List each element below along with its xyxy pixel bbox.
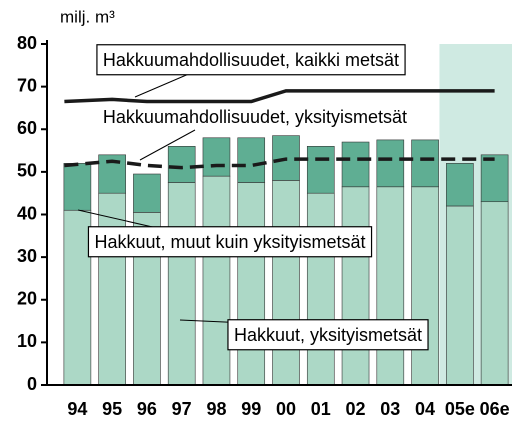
annotation: Hakkuumahdollisuudet, kaikki metsät (103, 50, 399, 70)
x-tick-label: 99 (241, 399, 261, 419)
x-tick-label: 02 (346, 399, 366, 419)
leader-line (139, 129, 196, 161)
bar (167, 182, 196, 386)
bar (480, 154, 509, 203)
bar (341, 186, 370, 386)
annotation-box (96, 44, 406, 76)
x-tick-label: 97 (172, 399, 192, 419)
bar (480, 201, 509, 386)
y-tick-label: 60 (17, 118, 37, 138)
x-tick-label: 03 (380, 399, 400, 419)
annotation: Hakkuut, yksityismetsät (234, 325, 422, 345)
annotation-box (96, 106, 414, 127)
bar (237, 182, 266, 386)
bar (63, 163, 92, 211)
bar (306, 192, 335, 386)
annotation-box (227, 319, 429, 351)
x-tick-label: 05e (445, 399, 475, 419)
x-tick-label: 06e (480, 399, 510, 419)
y-tick-label: 80 (17, 33, 37, 53)
bar (446, 205, 474, 386)
bar (411, 139, 439, 188)
x-tick-label: 94 (67, 399, 87, 419)
bar (63, 209, 92, 386)
bar (446, 163, 474, 207)
bar (376, 186, 405, 386)
bar (202, 137, 231, 177)
x-tick-label: 01 (311, 399, 331, 419)
y-tick-label: 70 (17, 75, 37, 95)
y-tick-label: 40 (17, 203, 37, 223)
x-tick-label: 00 (276, 399, 296, 419)
annotation: Hakkuumahdollisuudet, yksityismetsät (103, 107, 407, 127)
annotation-box (87, 226, 373, 258)
x-tick-label: 96 (137, 399, 157, 419)
bar (376, 139, 405, 188)
bar (237, 137, 266, 183)
line (64, 157, 495, 170)
bar (341, 141, 370, 188)
x-tick-label: 98 (206, 399, 226, 419)
y-tick-label: 10 (17, 331, 37, 351)
bar (167, 146, 196, 183)
y-axis-label: milj. m³ (60, 7, 115, 26)
line (64, 89, 495, 104)
bar (272, 180, 300, 386)
x-tick-label: 04 (415, 399, 435, 419)
bar (133, 173, 161, 213)
y-tick-label: 20 (17, 289, 37, 309)
x-tick-label: 95 (102, 399, 122, 419)
bar (98, 192, 126, 386)
y-tick-label: 0 (27, 374, 37, 394)
y-tick-label: 30 (17, 246, 37, 266)
leader-line (134, 72, 192, 98)
bar (202, 175, 231, 386)
bar (411, 186, 439, 386)
y-tick-label: 50 (17, 161, 37, 181)
annotation: Hakkuut, muut kuin yksityismetsät (94, 232, 365, 252)
bar (306, 146, 335, 194)
